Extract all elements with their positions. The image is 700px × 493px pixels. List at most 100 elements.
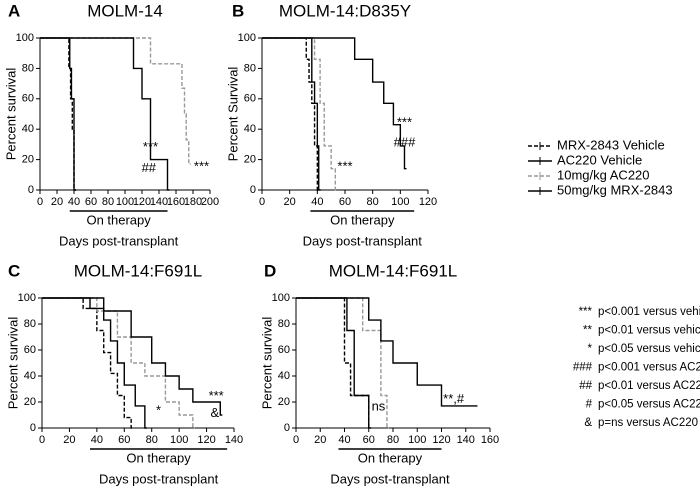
x-axis-label: Days post-transplant — [330, 471, 450, 486]
x-tick-label: 120 — [419, 196, 437, 208]
y-axis-label: Percent survival — [3, 68, 18, 161]
key-symbol: *** — [579, 306, 593, 318]
survival-curve — [262, 37, 407, 170]
survival-curve — [42, 297, 134, 429]
legend-label: 50mg/kg MRX-2843 — [557, 182, 673, 197]
x-tick-label: 100 — [170, 434, 188, 446]
key-text: p<0.001 versus AC220 — [598, 362, 700, 374]
legend-label: MRX-2843 Vehicle — [557, 137, 665, 152]
x-tick-label: 160 — [481, 434, 499, 446]
panel-title: MOLM-14:F691L — [74, 261, 203, 280]
annotation: ### — [394, 134, 416, 149]
x-tick-label: 160 — [167, 196, 185, 208]
y-tick-label: 60 — [24, 344, 36, 356]
key-text: p<0.01 versus AC220 — [598, 380, 700, 392]
x-tick-label: 120 — [432, 434, 450, 446]
x-tick-label: 100 — [391, 196, 409, 208]
y-tick-label: 60 — [22, 93, 34, 105]
therapy-label: On therapy — [86, 212, 151, 227]
x-tick-label: 180 — [184, 196, 202, 208]
x-tick-label: 40 — [311, 196, 323, 208]
x-tick-label: 140 — [225, 434, 243, 446]
y-tick-label: 60 — [278, 344, 290, 356]
y-tick-label: 0 — [28, 184, 34, 196]
y-tick-label: 60 — [244, 93, 256, 105]
y-tick-label: 80 — [22, 62, 34, 74]
key-symbol: * — [588, 343, 593, 355]
x-tick-label: 20 — [314, 434, 326, 446]
y-tick-label: 20 — [22, 154, 34, 166]
survival-curve — [40, 37, 191, 165]
annotation: *** — [143, 139, 158, 154]
y-tick-label: 20 — [278, 396, 290, 408]
legend-label: AC220 Vehicle — [557, 152, 642, 167]
x-tick-label: 0 — [293, 434, 299, 446]
y-tick-label: 100 — [272, 292, 290, 304]
panel-title: MOLM-14 — [87, 1, 163, 20]
x-tick-label: 0 — [37, 196, 43, 208]
panel-title: MOLM-14:F691L — [329, 261, 458, 280]
x-tick-label: 40 — [338, 434, 350, 446]
therapy-label: On therapy — [358, 450, 423, 465]
y-tick-label: 80 — [24, 318, 36, 330]
survival-curve — [40, 37, 76, 191]
y-axis-label: Percent survival — [259, 317, 274, 410]
panel-title: MOLM-14:D835Y — [279, 1, 411, 20]
y-tick-label: 100 — [18, 292, 36, 304]
x-tick-label: 0 — [39, 434, 45, 446]
x-tick-label: 60 — [339, 196, 351, 208]
x-axis-label: Days post-transplant — [59, 233, 179, 248]
x-tick-label: 40 — [91, 434, 103, 446]
y-tick-label: 40 — [22, 123, 34, 135]
annotation: * — [156, 403, 161, 418]
annotation: **,# — [443, 391, 465, 406]
survival-curve — [262, 37, 338, 191]
therapy-label: On therapy — [126, 450, 191, 465]
x-tick-label: 20 — [51, 196, 63, 208]
annotation: *** — [337, 159, 352, 174]
x-tick-label: 120 — [133, 196, 151, 208]
y-tick-label: 40 — [278, 370, 290, 382]
annotation: & — [210, 405, 219, 420]
key-text: p<0.001 versus vehicle — [598, 306, 700, 318]
key-text: p=ns versus AC220 — [598, 417, 698, 429]
x-tick-label: 60 — [85, 196, 97, 208]
survival-curve — [296, 297, 478, 407]
x-tick-label: 140 — [457, 434, 475, 446]
x-tick-label: 80 — [367, 196, 379, 208]
annotation: ## — [142, 160, 157, 175]
x-tick-label: 100 — [408, 434, 426, 446]
panel-letter: D — [264, 261, 276, 280]
y-tick-label: 20 — [244, 154, 256, 166]
panel-letter: A — [8, 1, 20, 20]
x-tick-label: 80 — [146, 434, 158, 446]
key-symbol: ### — [573, 362, 593, 374]
survival-curve — [42, 297, 223, 416]
key-text: p<0.05 versus vehicle — [598, 343, 700, 355]
x-tick-label: 40 — [68, 196, 80, 208]
x-tick-label: 60 — [118, 434, 130, 446]
y-tick-label: 0 — [250, 184, 256, 196]
survival-curve — [40, 37, 76, 191]
panel-letter: C — [8, 261, 20, 280]
survival-curve — [262, 37, 321, 191]
y-tick-label: 80 — [278, 318, 290, 330]
survival-curve — [296, 297, 371, 429]
x-tick-label: 0 — [259, 196, 265, 208]
legend-label: 10mg/kg AC220 — [557, 167, 650, 182]
x-axis-label: Days post-transplant — [99, 471, 219, 486]
y-tick-label: 100 — [238, 32, 256, 44]
x-tick-label: 100 — [116, 196, 134, 208]
x-tick-label: 60 — [363, 434, 375, 446]
therapy-label: On therapy — [330, 212, 395, 227]
y-tick-label: 40 — [24, 370, 36, 382]
annotation: ns — [372, 399, 386, 414]
key-symbol: ** — [583, 325, 592, 337]
survival-curve — [262, 37, 320, 191]
y-axis-label: Percent survival — [5, 317, 20, 410]
x-tick-label: 80 — [102, 196, 114, 208]
survival-curve — [296, 297, 371, 429]
annotation: *** — [397, 115, 412, 130]
